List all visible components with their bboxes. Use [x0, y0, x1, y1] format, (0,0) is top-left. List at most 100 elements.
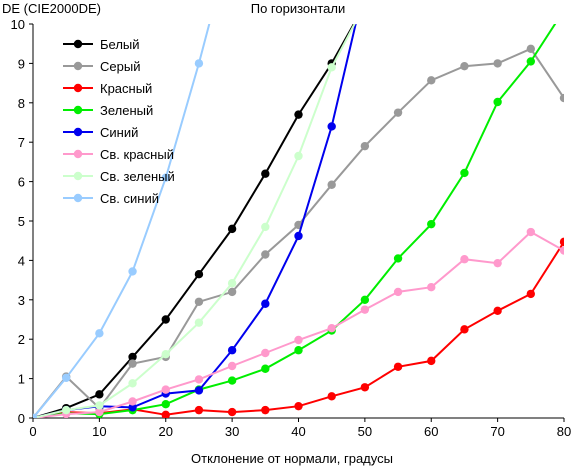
data-point	[95, 329, 104, 338]
data-point	[261, 222, 270, 232]
legend: Белый Серый Красный Зеленый Синий Св. красный…	[63, 37, 175, 206]
data-point	[161, 400, 170, 409]
y-tick-label: 4	[18, 253, 25, 268]
data-point	[33, 413, 38, 418]
legend-item: Зеленый	[63, 103, 153, 118]
legend-label: Зеленый	[100, 103, 153, 118]
y-tick-label: 2	[18, 332, 25, 347]
data-point	[460, 61, 469, 71]
data-point	[327, 180, 336, 189]
x-tick-label: 20	[159, 424, 173, 439]
data-point	[427, 219, 436, 229]
series-layer	[33, 0, 568, 418]
data-point	[560, 6, 568, 14]
data-point	[427, 282, 436, 292]
data-point	[261, 299, 270, 308]
data-point	[227, 346, 237, 355]
data-point	[493, 258, 502, 268]
y-tick-label: 7	[18, 135, 25, 150]
y-axis-ticks: 0 1 2 3 4 5 6 7 8 9 10	[11, 17, 33, 426]
data-point	[360, 305, 370, 314]
data-point	[261, 169, 270, 178]
data-point	[460, 325, 469, 334]
data-point	[294, 110, 303, 119]
y-tick-label: 0	[18, 411, 25, 426]
x-axis-ticks: 0 10 20 30 40 50 60 70 80	[29, 418, 571, 439]
data-point	[128, 379, 137, 388]
legend-item: Синий	[63, 125, 138, 140]
legend-label: Св. красный	[100, 147, 174, 162]
legend-item: Красный	[63, 81, 152, 96]
chart-title: По горизонтали	[251, 1, 345, 16]
legend-item: Серый	[63, 59, 140, 74]
legend-label: Серый	[100, 59, 140, 74]
data-point	[194, 59, 204, 68]
x-axis-title: Отклонение от нормали, градусы	[191, 451, 393, 466]
x-tick-label: 40	[291, 424, 305, 439]
y-tick-label: 9	[18, 56, 25, 71]
data-point	[227, 361, 237, 371]
data-point	[393, 362, 403, 371]
data-point	[360, 383, 370, 392]
data-point	[327, 122, 336, 131]
data-point	[427, 356, 436, 366]
x-tick-label: 50	[358, 424, 372, 439]
data-point	[61, 373, 71, 383]
legend-marker	[73, 83, 83, 93]
data-point	[161, 315, 170, 324]
data-point	[393, 108, 403, 117]
data-point	[526, 289, 536, 299]
legend-label: Св. зеленый	[100, 169, 175, 184]
data-point	[194, 375, 204, 384]
data-point	[194, 318, 204, 327]
y-tick-label: 5	[18, 214, 25, 229]
data-point	[61, 405, 71, 415]
x-tick-label: 70	[490, 424, 504, 439]
data-point	[493, 97, 502, 107]
legend-marker	[73, 127, 83, 137]
data-point	[427, 76, 436, 85]
legend-label: Св. синий	[100, 191, 159, 206]
data-point	[261, 348, 270, 358]
data-point	[161, 385, 170, 394]
legend-label: Синий	[100, 125, 138, 140]
data-point	[559, 93, 564, 103]
legend-marker	[73, 193, 83, 203]
x-tick-label: 0	[29, 424, 36, 439]
data-point	[327, 63, 336, 72]
data-point	[261, 405, 270, 415]
data-point	[327, 392, 336, 401]
data-point	[361, 0, 369, 8]
y-tick-label: 1	[18, 372, 25, 387]
data-point	[360, 141, 370, 151]
legend-marker	[73, 105, 83, 115]
data-point	[227, 279, 237, 288]
data-point	[161, 410, 170, 418]
data-point	[493, 59, 502, 68]
data-point	[360, 295, 370, 304]
data-point	[460, 168, 469, 178]
y-tick-label: 8	[18, 96, 25, 111]
data-point	[194, 405, 204, 415]
legend-item: Белый	[63, 37, 140, 52]
series-7	[33, 24, 356, 418]
data-point	[327, 323, 336, 333]
legend-item: Св. зеленый	[63, 169, 175, 184]
legend-marker	[73, 149, 83, 159]
data-point	[294, 335, 303, 345]
data-point	[559, 246, 564, 255]
y-tick-label: 3	[18, 293, 25, 308]
y-tick-label: 6	[18, 175, 25, 190]
data-point	[128, 403, 137, 412]
x-tick-label: 10	[92, 424, 106, 439]
series-8	[33, 24, 211, 418]
legend-marker	[73, 171, 83, 181]
data-point	[526, 57, 536, 66]
data-point	[161, 173, 170, 182]
data-point	[95, 390, 104, 399]
y-axis-title: DE (CIE2000DE)	[2, 1, 101, 16]
x-tick-label: 80	[557, 424, 571, 439]
data-point	[128, 359, 137, 368]
data-point	[393, 287, 403, 297]
